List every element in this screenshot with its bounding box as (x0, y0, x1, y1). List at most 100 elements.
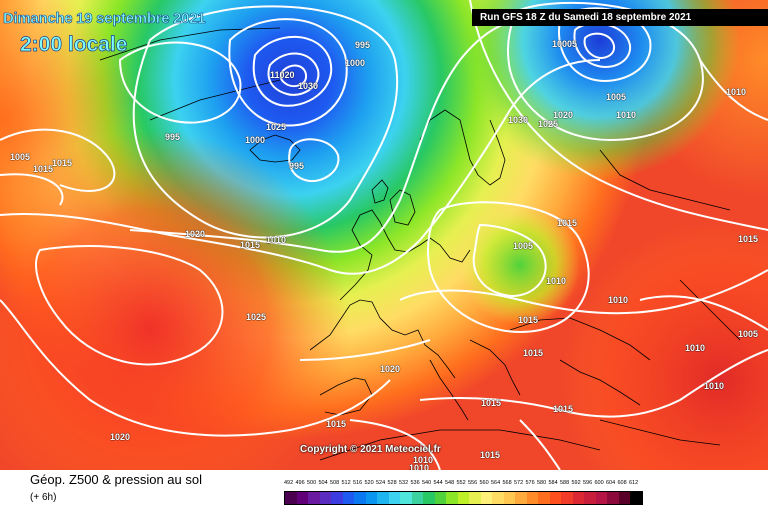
scale-label: 604 (606, 480, 616, 486)
scale-swatch (400, 492, 412, 504)
scale-label: 548 (445, 480, 455, 486)
pressure-label: 1030 (298, 81, 319, 91)
scale-swatch (331, 492, 343, 504)
scale-label: 552 (456, 480, 466, 486)
scale-swatch (319, 492, 331, 504)
scale-label: 496 (295, 480, 305, 486)
legend-title: Géop. Z500 & pression au sol (30, 472, 202, 487)
pressure-label: 1025 (538, 119, 559, 129)
copyright-notice: Copyright © 2021 Meteociel.fr (300, 444, 441, 455)
geopotential-map: Dimanche 19 septembre 2021 2:00 locale R… (0, 0, 768, 470)
pressure-label: 1015 (518, 315, 539, 325)
pressure-label: 1025 (246, 312, 267, 322)
scale-label: 540 (422, 480, 432, 486)
scale-swatch (584, 492, 596, 504)
scale-swatch (457, 492, 469, 504)
scale-swatch (526, 492, 538, 504)
scale-swatch (492, 492, 504, 504)
forecast-local-time: 2:00 locale (20, 33, 128, 57)
pressure-label: 1015 (52, 158, 73, 168)
scale-swatch (572, 492, 584, 504)
scale-swatch (354, 492, 366, 504)
pressure-label: 1005 (606, 92, 627, 102)
legend-footer: Géop. Z500 & pression au sol (+ 6h) 492 4… (0, 470, 768, 512)
pressure-label: 1015 (523, 348, 544, 358)
pressure-label: 1015 (240, 240, 261, 250)
pressure-label: 1015 (33, 164, 54, 174)
pressure-label: 1020 (380, 364, 401, 374)
pressure-label: 1010 (266, 235, 287, 245)
color-scale-labels: 492 496 500 504 508 512 516 520 524 528 532 536 540 5… (284, 480, 641, 486)
scale-swatch (446, 492, 458, 504)
pressure-label: 1020 (553, 110, 574, 120)
pressure-label: 1010 (704, 381, 725, 391)
pressure-label: 11020 (270, 70, 295, 80)
color-scale-bar (284, 491, 643, 505)
scale-swatch (538, 492, 550, 504)
scale-label: 532 (399, 480, 409, 486)
scale-swatch (296, 492, 308, 504)
scale-swatch (515, 492, 527, 504)
pressure-label: 1015 (480, 450, 501, 460)
pressure-label: 995 (289, 161, 305, 171)
pressure-label: 1030 (508, 115, 529, 125)
pressure-label: 1015 (738, 234, 759, 244)
pressure-label: 1010 (409, 463, 430, 470)
pressure-label: 1025 (266, 122, 287, 132)
scale-swatch (308, 492, 320, 504)
scale-label: 520 (364, 480, 374, 486)
pressure-label: 1010 (726, 87, 747, 97)
scale-label: 608 (617, 480, 627, 486)
forecast-date: Dimanche 19 septembre 2021 (3, 10, 206, 28)
scale-label: 516 (353, 480, 363, 486)
scale-label: 588 (560, 480, 570, 486)
map-canvas (0, 0, 768, 470)
model-run-banner: Run GFS 18 Z du Samedi 18 septembre 2021 (472, 9, 768, 26)
pressure-label: 1005 (513, 241, 534, 251)
isobars (0, 0, 768, 470)
scale-label: 600 (594, 480, 604, 486)
scale-swatch (411, 492, 423, 504)
scale-label: 560 (479, 480, 489, 486)
scale-swatch (618, 492, 630, 504)
scale-label: 576 (525, 480, 535, 486)
pressure-label: 1020 (110, 432, 131, 442)
coastlines (99, 27, 741, 461)
scale-swatch (365, 492, 377, 504)
pressure-label: 1010 (616, 110, 637, 120)
pressure-label: 10005 (552, 39, 578, 49)
scale-label: 512 (341, 480, 351, 486)
scale-swatch (630, 492, 642, 504)
scale-label: 536 (410, 480, 420, 486)
scale-label: 580 (537, 480, 547, 486)
trough-central-field (0, 0, 768, 470)
pressure-label: 1015 (553, 404, 574, 414)
pressure-label: 1005 (738, 329, 759, 339)
scale-label: 564 (491, 480, 501, 486)
scale-label: 524 (376, 480, 386, 486)
scale-label: 596 (583, 480, 593, 486)
pressure-label: 1010 (413, 455, 434, 465)
scale-label: 612 (629, 480, 639, 486)
pressure-label: 1015 (557, 218, 578, 228)
scale-label: 528 (387, 480, 397, 486)
pressure-label: 995 (355, 40, 371, 50)
pressure-label: 1015 (481, 398, 502, 408)
scale-label: 584 (548, 480, 558, 486)
pressure-label: 1005 (10, 152, 31, 162)
scale-swatch (434, 492, 446, 504)
scale-label: 504 (318, 480, 328, 486)
scale-swatch (423, 492, 435, 504)
scale-label: 492 (284, 480, 294, 486)
pressure-label: 1010 (546, 276, 567, 286)
pressure-label: 1015 (326, 419, 347, 429)
scale-label: 568 (502, 480, 512, 486)
pressure-label: 1000 (245, 135, 266, 145)
scale-swatch (549, 492, 561, 504)
scale-swatch (285, 492, 297, 504)
legend-subtitle: (+ 6h) (30, 492, 57, 503)
pressure-label: 1000 (345, 58, 366, 68)
scale-swatch (388, 492, 400, 504)
scale-label: 544 (433, 480, 443, 486)
